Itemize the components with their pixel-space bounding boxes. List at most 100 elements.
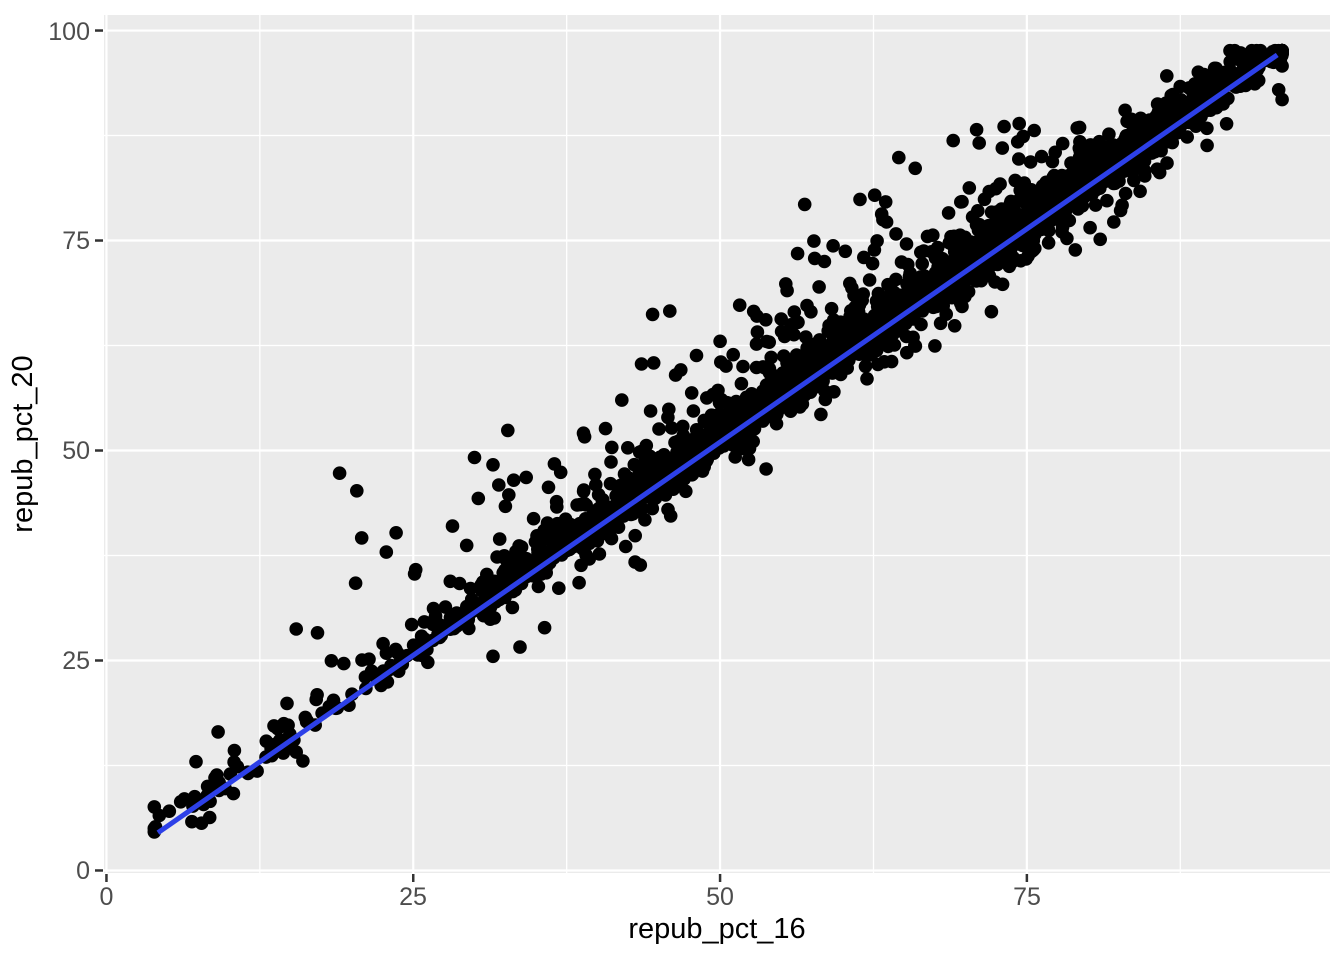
data-point [728, 401, 743, 416]
data-point [408, 562, 423, 577]
data-point [995, 141, 1010, 155]
data-point [1275, 59, 1289, 73]
data-point [676, 419, 690, 434]
data-point [926, 228, 940, 242]
data-point [1155, 105, 1169, 119]
data-point [492, 532, 507, 546]
data-point [728, 450, 742, 464]
data-point [421, 655, 435, 670]
data-point [438, 600, 453, 614]
data-point [324, 654, 339, 668]
data-point [280, 696, 294, 711]
data-point [628, 528, 642, 543]
data-point [1113, 203, 1128, 218]
data-point [1207, 61, 1222, 76]
data-point [652, 422, 666, 436]
data-point [595, 495, 610, 509]
data-point [892, 150, 906, 165]
grid-minor-lines [104, 15, 1330, 873]
data-point [875, 301, 889, 315]
data-point [633, 558, 648, 572]
data-point [152, 808, 167, 823]
data-point [645, 307, 660, 322]
data-point [958, 230, 972, 245]
data-point [824, 301, 839, 316]
data-point [603, 476, 618, 491]
data-point [689, 348, 704, 363]
data-point [913, 284, 928, 298]
data-point [354, 531, 369, 545]
data-point [884, 354, 899, 369]
data-point [984, 205, 999, 219]
data-point [736, 359, 750, 374]
data-point [732, 435, 746, 450]
data-point [1130, 119, 1145, 134]
data-point [1118, 103, 1132, 118]
data-point [471, 491, 486, 506]
data-point [899, 237, 914, 251]
data-point [821, 324, 835, 338]
y-tick-labels: 0 25 50 75 100 [48, 18, 90, 885]
data-point [769, 416, 784, 431]
data-point [267, 719, 281, 733]
data-point [227, 743, 242, 758]
data-point [860, 372, 874, 386]
data-point [486, 649, 500, 664]
data-point [714, 355, 728, 369]
data-point [774, 312, 788, 326]
data-point [941, 206, 956, 220]
data-point [878, 195, 893, 209]
data-point [661, 502, 675, 517]
x-tick-label-50: 50 [706, 883, 734, 911]
trend-line [156, 52, 1279, 835]
data-point [545, 525, 560, 540]
x-tick-label-25: 25 [399, 883, 427, 911]
data-point [631, 460, 645, 475]
data-point [914, 245, 928, 260]
data-point [526, 511, 541, 526]
data-point [759, 334, 774, 349]
data-point [1118, 186, 1133, 201]
data-point [973, 232, 987, 247]
data-point [750, 309, 764, 323]
data-point [281, 718, 295, 732]
data-point [1182, 81, 1196, 95]
data-point [634, 357, 649, 371]
data-point [999, 225, 1013, 240]
data-point [443, 574, 458, 589]
data-point [487, 611, 502, 625]
data-point [845, 281, 859, 295]
data-point [684, 386, 699, 400]
data-point [930, 240, 945, 255]
data-point [589, 478, 603, 492]
data-point [498, 563, 512, 577]
data-point [833, 315, 848, 330]
data-point [853, 192, 867, 207]
data-point [957, 245, 971, 260]
data-point [621, 441, 635, 455]
data-point [1275, 43, 1289, 58]
data-point [1152, 165, 1167, 180]
data-point [874, 314, 888, 328]
data-point [445, 519, 460, 533]
data-point [592, 547, 607, 561]
data-point [713, 334, 727, 349]
data-point [615, 393, 629, 407]
data-point [746, 434, 760, 449]
data-point [1200, 121, 1214, 136]
data-point [1012, 116, 1026, 131]
data-point [362, 652, 376, 666]
data-point [764, 350, 778, 365]
data-point [751, 398, 765, 413]
data-point [826, 239, 840, 253]
data-point [1021, 249, 1035, 263]
data-point [1004, 209, 1019, 223]
data-point [817, 254, 832, 269]
data-point [645, 501, 660, 516]
data-point [1088, 198, 1103, 212]
data-point [1197, 67, 1211, 82]
data-point [519, 470, 533, 485]
data-point [1016, 129, 1030, 144]
data-point [984, 304, 999, 319]
data-point [887, 338, 902, 352]
